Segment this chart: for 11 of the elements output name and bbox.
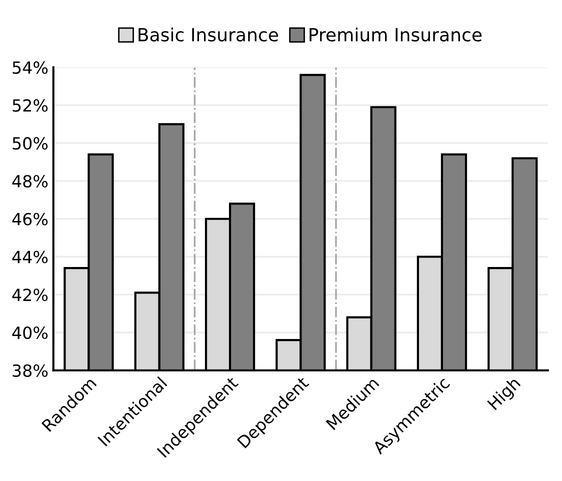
y-tick-label: 40% (12, 326, 48, 340)
y-tick-label: 54% (12, 61, 48, 74)
y-tick-label: 52% (12, 99, 48, 112)
y-tick-label: 50% (12, 137, 48, 150)
y-tick-label: 46% (12, 212, 48, 226)
y-tick-label: 38% (12, 364, 48, 377)
legend-label: Premium Insurance (310, 28, 482, 42)
legend-label: Basic Insurance (138, 28, 278, 42)
y-tick-label: 48% (12, 174, 48, 188)
y-tick-label: 42% (12, 288, 48, 302)
y-tick-label: 44% (12, 250, 48, 264)
